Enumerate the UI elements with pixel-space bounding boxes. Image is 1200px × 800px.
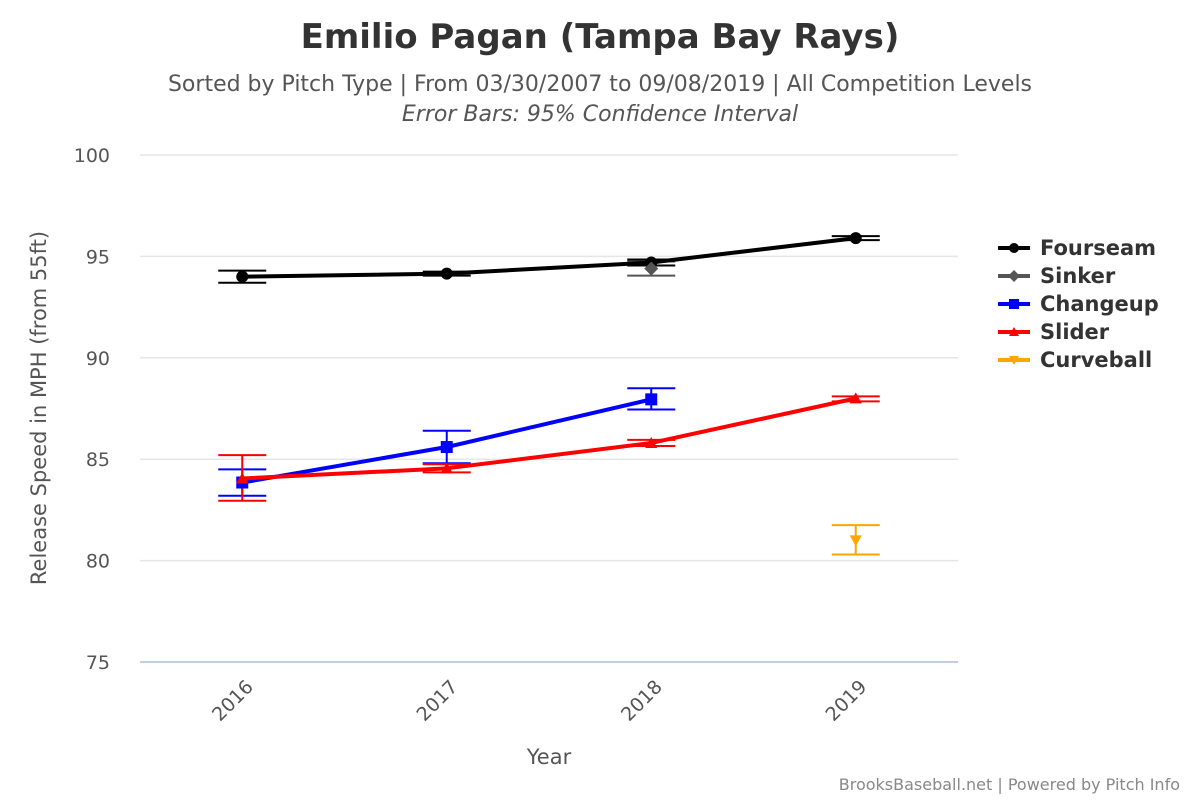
legend-item-fourseam[interactable]: Fourseam: [998, 236, 1156, 260]
legend-label: Curveball: [1040, 348, 1152, 372]
y-tick-label: 80: [86, 551, 110, 573]
data-point[interactable]: [850, 535, 862, 546]
gridlines: [140, 155, 958, 662]
y-tick-label: 90: [86, 348, 110, 370]
x-tick-label: 2018: [617, 676, 667, 726]
legend-label: Slider: [1040, 320, 1110, 344]
legend-marker[interactable]: [1009, 243, 1019, 253]
data-point[interactable]: [236, 271, 248, 283]
series-line-fourseam: [236, 232, 862, 283]
legend-label: Changeup: [1040, 292, 1159, 316]
y-tick-label: 95: [86, 246, 110, 268]
legend-label: Fourseam: [1040, 236, 1156, 260]
series-line-curveball: [850, 535, 862, 546]
x-tick-label: 2017: [413, 676, 463, 726]
x-axis-title: Year: [526, 745, 572, 769]
legend[interactable]: Fourseam Sinker Changeup Slider Curveball: [998, 236, 1159, 372]
chart-title: Emilio Pagan (Tampa Bay Rays): [301, 17, 900, 57]
chart-subtitle-note: Error Bars: 95% Confidence Interval: [402, 102, 798, 127]
series-plot-area: [218, 232, 880, 554]
chart-subtitle: Sorted by Pitch Type | From 03/30/2007 t…: [168, 72, 1032, 97]
legend-marker[interactable]: [1009, 299, 1019, 309]
legend-label: Sinker: [1040, 264, 1116, 288]
x-tick-label: 2019: [822, 676, 872, 726]
legend-marker[interactable]: [1008, 270, 1020, 282]
data-point[interactable]: [441, 268, 453, 280]
data-point[interactable]: [645, 393, 657, 405]
x-axis-ticks: 2016 2017 2018 2019: [208, 676, 871, 726]
data-point[interactable]: [441, 441, 453, 453]
pitch-speed-chart: Emilio Pagan (Tampa Bay Rays) Sorted by …: [0, 0, 1200, 800]
data-point[interactable]: [850, 232, 862, 244]
legend-item-curveball[interactable]: Curveball: [998, 348, 1152, 372]
series-line[interactable]: [242, 238, 856, 277]
credits-text[interactable]: BrooksBaseball.net | Powered by Pitch In…: [839, 775, 1180, 794]
legend-item-sinker[interactable]: Sinker: [998, 264, 1116, 288]
y-axis-ticks: 75 80 85 90 95 100: [74, 145, 110, 674]
y-tick-label: 85: [86, 449, 110, 471]
y-tick-label: 100: [74, 145, 110, 167]
legend-item-slider[interactable]: Slider: [998, 320, 1110, 344]
series-line-slider: [236, 392, 862, 483]
series-slider: [218, 396, 880, 500]
x-tick-label: 2016: [208, 676, 258, 726]
y-tick-label: 75: [86, 652, 110, 674]
y-axis-title: Release Speed in MPH (from 55ft): [27, 231, 51, 585]
legend-item-changeup[interactable]: Changeup: [998, 292, 1159, 316]
